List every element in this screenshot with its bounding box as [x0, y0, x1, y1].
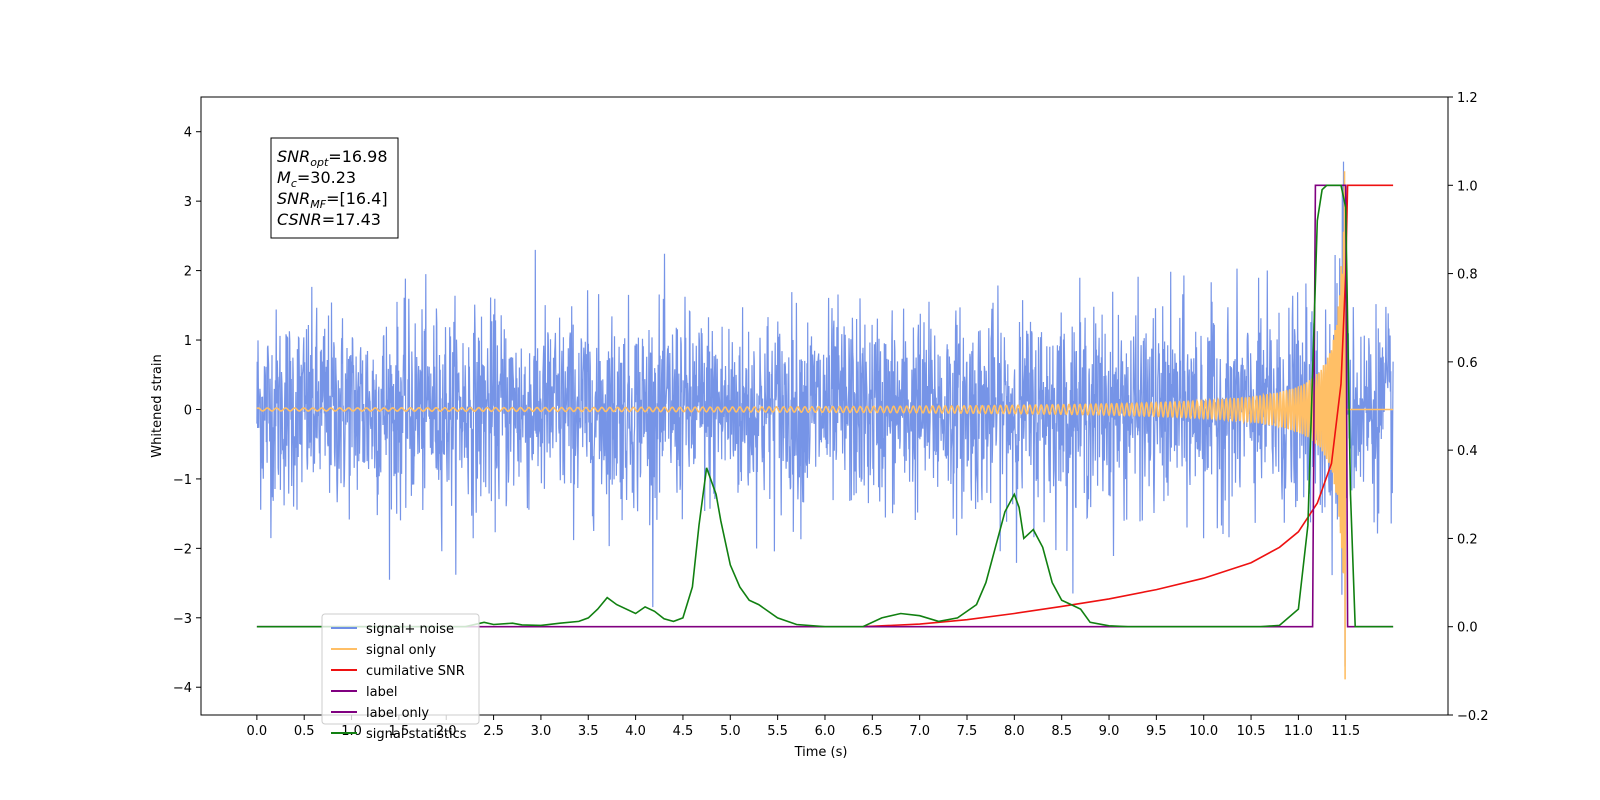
x-tick-label: 5.5	[767, 724, 788, 739]
y-tick-label: 3	[184, 195, 192, 210]
x-tick-label: 0.5	[294, 724, 315, 739]
y2-tick-label: 0.0	[1457, 621, 1478, 636]
info-line: Mc=30.23	[277, 168, 356, 190]
legend: signal+ noise signal only cumilative SNR la…	[321, 613, 480, 742]
legend-box	[321, 613, 480, 725]
x-tick-label: 1.0	[341, 724, 362, 739]
info-line: SNRMF=[16.4]	[277, 189, 388, 211]
x-tick-label: 3.0	[531, 724, 552, 739]
y2-tick-label: −0.2	[1457, 709, 1489, 724]
legend-label: signal statistics	[366, 727, 467, 742]
y2-tick-label: 0.8	[1457, 268, 1478, 283]
x-tick-label: 8.5	[1051, 724, 1072, 739]
y2-tick-label: 1.2	[1457, 91, 1478, 106]
x-tick-label: 2.0	[436, 724, 457, 739]
y-tick-label: 4	[184, 126, 192, 141]
x-axis: 0.0 0.5 1.0 1.5 2.0 2.5 3.0 3.5 4.0 4.5 5.0 5.5 6.0 6…	[247, 715, 1360, 739]
x-tick-label: 10.5	[1237, 724, 1266, 739]
y-tick-label: 0	[184, 403, 192, 418]
x-tick-label: 4.5	[673, 724, 694, 739]
legend-label: label only	[366, 706, 429, 721]
y2-tick-label: 0.4	[1457, 444, 1478, 459]
x-axis-label: Time (s)	[794, 745, 848, 760]
x-tick-label: 9.0	[1099, 724, 1120, 739]
y-axis-label: Whitened strain	[150, 354, 165, 457]
x-tick-label: 3.5	[578, 724, 599, 739]
y-tick-label: 2	[184, 265, 192, 280]
x-tick-label: 6.5	[862, 724, 883, 739]
x-tick-label: 9.5	[1146, 724, 1167, 739]
x-tick-label: 7.5	[957, 724, 978, 739]
y-tick-label: 1	[184, 334, 192, 349]
y-tick-label: −2	[173, 542, 192, 557]
legend-label: cumilative SNR	[366, 664, 465, 679]
series-line-1	[256, 171, 1394, 680]
y2-tick-label: 0.6	[1457, 356, 1478, 371]
x-tick-label: 10.0	[1189, 724, 1218, 739]
x-tick-label: 5.0	[720, 724, 741, 739]
series-line-5	[256, 184, 1394, 628]
x-tick-label: 11.0	[1284, 724, 1313, 739]
series-layer	[256, 161, 1394, 680]
x-tick-label: 1.5	[389, 724, 410, 739]
y2-tick-label: 1.0	[1457, 179, 1478, 194]
y2-tick-label: 0.2	[1457, 532, 1478, 547]
y-tick-label: −3	[173, 612, 192, 627]
x-tick-label: 4.0	[625, 724, 646, 739]
series-line-2	[862, 184, 1394, 628]
legend-label: label	[366, 685, 397, 700]
y-tick-label: −4	[173, 681, 192, 696]
legend-label: signal+ noise	[366, 622, 454, 637]
y-tick-label: −1	[173, 473, 192, 488]
x-tick-label: 8.0	[1004, 724, 1025, 739]
x-tick-label: 6.0	[815, 724, 836, 739]
legend-label: signal only	[366, 643, 436, 658]
y-axis-right: 1.2 1.0 0.8 0.6 0.4 0.2 0.0 −0.2	[1448, 91, 1489, 724]
x-tick-label: 11.5	[1331, 724, 1360, 739]
x-tick-label: 7.0	[909, 724, 930, 739]
x-tick-label: 0.0	[247, 724, 268, 739]
y-axis-left: 4 3 2 1 0 −1 −2 −3 −4	[173, 126, 201, 696]
series-line-0	[256, 161, 1394, 667]
info-annotation: SNRopt=16.98Mc=30.23SNRMF=[16.4]CSNR=17.…	[270, 137, 399, 239]
x-tick-label: 2.5	[483, 724, 504, 739]
info-line: CSNR=17.43	[277, 210, 381, 229]
info-annotation-box	[270, 137, 399, 239]
info-line: SNRopt=16.98	[277, 147, 388, 169]
